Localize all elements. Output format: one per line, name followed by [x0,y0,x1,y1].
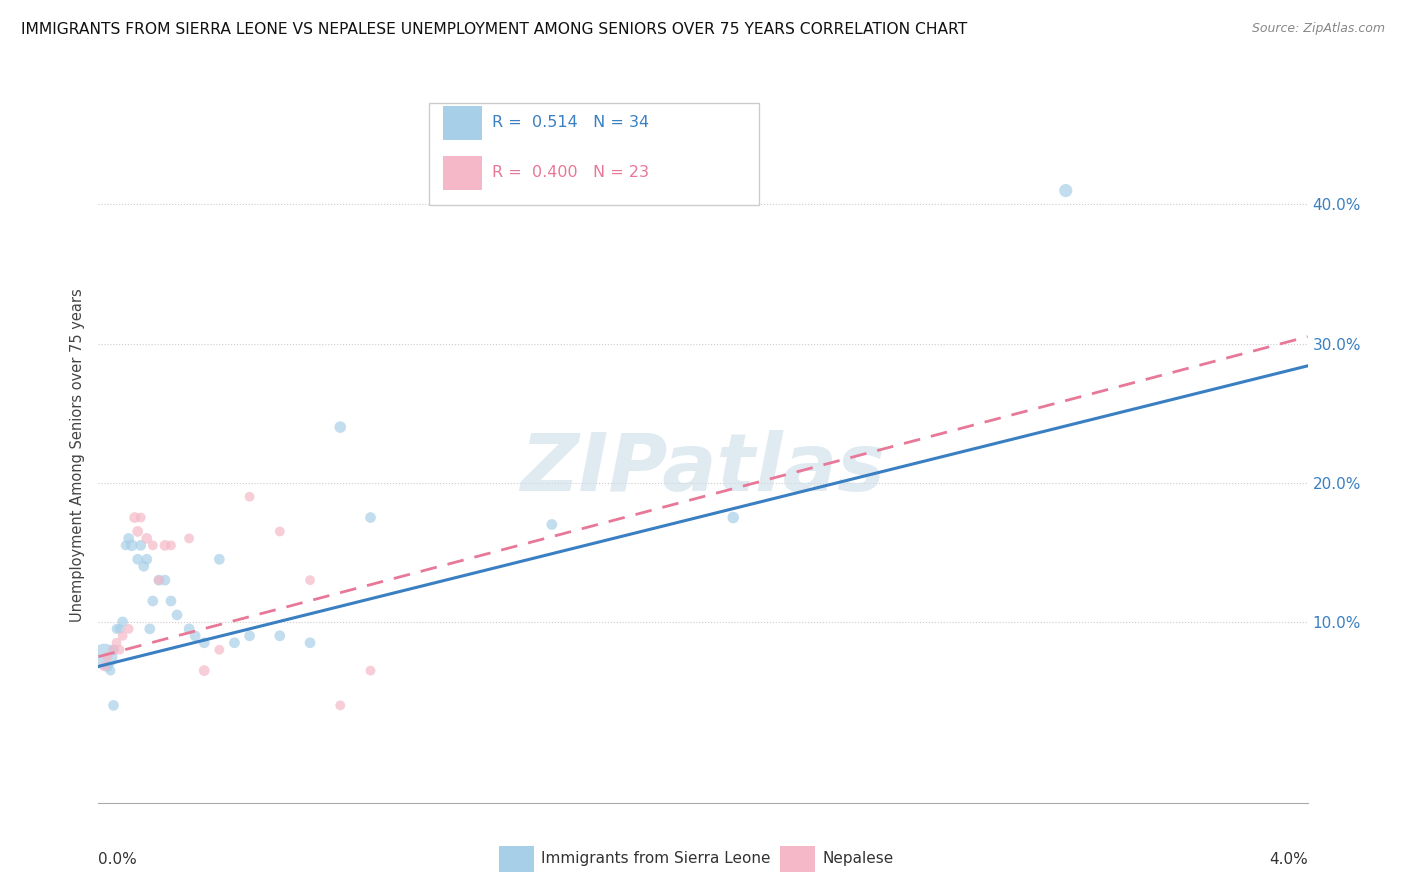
Text: R =  0.400   N = 23: R = 0.400 N = 23 [492,165,650,179]
Point [239,629,262,643]
Point [105,636,128,650]
Point [93,649,115,664]
Point [723,510,745,524]
Point [148,573,170,587]
Point [118,622,141,636]
Point [121,538,143,552]
Point [360,664,382,678]
Point [239,490,262,504]
Point [329,420,352,434]
Point [193,664,215,678]
Text: Nepalese: Nepalese [823,852,894,866]
Point [269,629,291,643]
Point [105,622,128,636]
Text: Source: ZipAtlas.com: Source: ZipAtlas.com [1251,22,1385,36]
Point [129,510,152,524]
Text: IMMIGRANTS FROM SIERRA LEONE VS NEPALESE UNEMPLOYMENT AMONG SENIORS OVER 75 YEAR: IMMIGRANTS FROM SIERRA LEONE VS NEPALESE… [21,22,967,37]
Y-axis label: Unemployment Among Seniors over 75 years: Unemployment Among Seniors over 75 years [70,288,86,622]
Point [103,642,125,657]
Point [108,622,131,636]
Text: 0.0%: 0.0% [98,852,138,866]
Point [360,510,382,524]
Point [148,573,170,587]
Point [142,594,165,608]
Point [208,552,231,566]
Point [269,524,291,539]
Text: 4.0%: 4.0% [1268,852,1308,866]
Point [108,642,131,657]
Point [184,629,207,643]
Point [193,636,215,650]
Point [179,532,201,546]
Point [224,636,246,650]
Point [153,573,176,587]
Point [127,552,149,566]
Point [135,532,157,546]
Point [96,649,118,664]
Point [329,698,352,713]
Text: Immigrants from Sierra Leone: Immigrants from Sierra Leone [541,852,770,866]
Point [135,552,157,566]
Point [142,538,165,552]
Point [208,642,231,657]
Point [111,615,134,629]
Point [111,629,134,643]
Point [118,532,141,546]
Text: ZIPatlas: ZIPatlas [520,430,886,508]
Point [132,559,155,574]
Point [299,573,322,587]
Point [103,642,125,657]
Point [160,538,183,552]
Point [100,664,122,678]
Point [114,538,136,552]
Point [153,538,176,552]
Point [160,594,183,608]
Point [139,622,162,636]
Point [1054,184,1077,198]
Text: R =  0.514   N = 34: R = 0.514 N = 34 [492,115,650,129]
Point [129,538,152,552]
Point [541,517,564,532]
Point [124,510,146,524]
Point [166,607,188,622]
Point [127,524,149,539]
Point [103,698,125,713]
Point [96,659,118,673]
Point [93,659,115,673]
Point [179,622,201,636]
Point [299,636,322,650]
